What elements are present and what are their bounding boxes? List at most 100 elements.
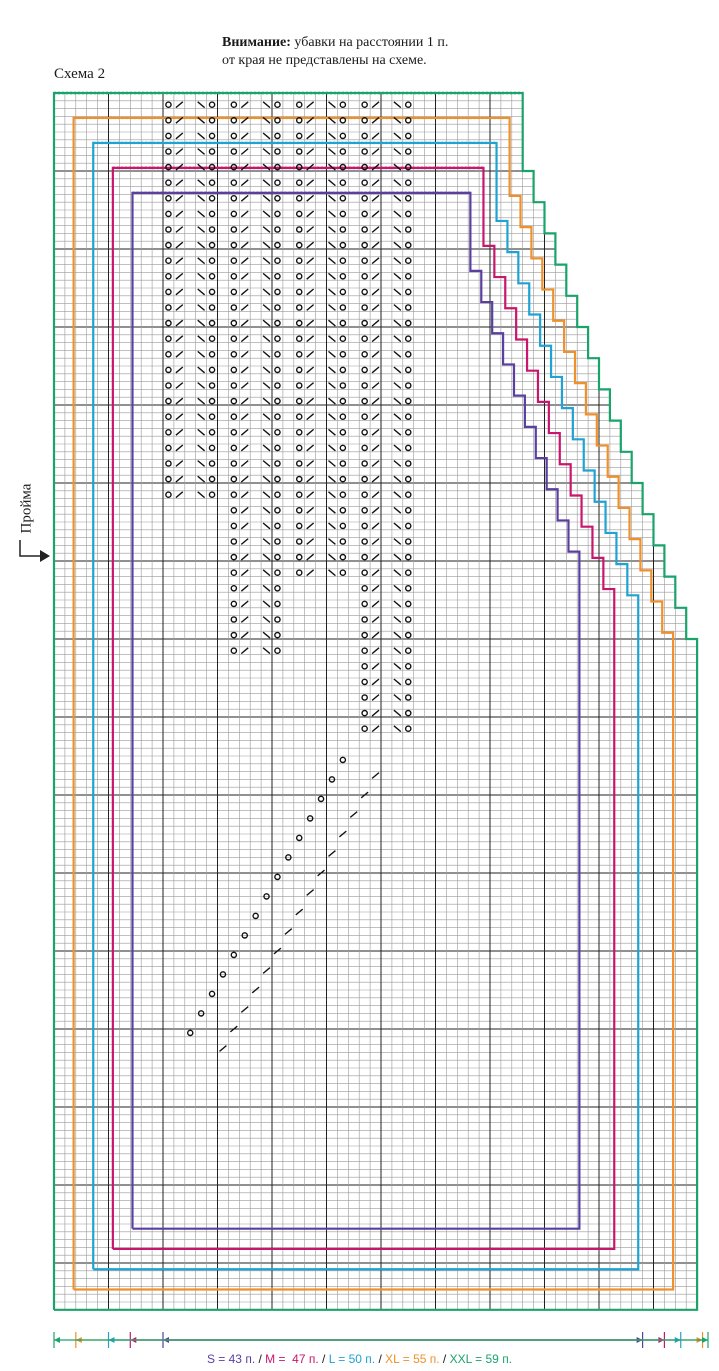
decrease-icon — [175, 179, 184, 187]
decrease-icon — [371, 288, 380, 296]
decrease-icon — [262, 522, 271, 530]
decrease-icon — [360, 791, 369, 799]
decrease-icon — [393, 116, 402, 124]
yarn-over-icon — [404, 694, 412, 701]
decrease-icon — [240, 647, 249, 655]
decrease-icon — [197, 210, 206, 218]
yarn-over-icon — [339, 522, 347, 530]
yarn-over-icon — [208, 101, 216, 108]
decrease-icon — [328, 522, 336, 530]
decrease-icon — [371, 210, 380, 218]
decrease-icon — [262, 600, 271, 608]
decrease-icon — [240, 506, 249, 514]
decrease-icon — [262, 304, 271, 311]
yarn-over-icon — [404, 163, 412, 171]
decrease-icon — [393, 179, 402, 187]
decrease-icon — [197, 428, 206, 436]
yarn-over-icon — [339, 163, 347, 171]
decrease-icon — [393, 631, 402, 639]
yarn-over-icon — [274, 179, 281, 186]
decrease-icon — [328, 210, 336, 218]
decrease-icon — [371, 335, 380, 343]
decrease-icon — [328, 382, 336, 389]
yarn-over-icon — [404, 304, 412, 311]
decrease-icon — [371, 382, 380, 389]
yarn-over-icon — [404, 709, 412, 717]
decrease-icon — [284, 928, 293, 935]
decrease-icon — [306, 304, 315, 311]
decrease-icon — [371, 257, 380, 265]
decrease-icon — [338, 830, 347, 838]
decrease-icon — [240, 413, 249, 421]
decrease-icon — [262, 210, 271, 218]
decrease-icon — [240, 475, 249, 483]
yarn-over-icon — [295, 210, 303, 218]
yarn-over-icon — [339, 350, 347, 358]
yarn-over-icon — [165, 319, 172, 327]
decrease-icon — [393, 709, 402, 717]
decrease-icon — [240, 538, 249, 545]
decrease-icon — [240, 226, 249, 233]
legend-separator: / — [439, 1352, 450, 1366]
decrease-icon — [393, 226, 402, 233]
yarn-over-icon — [274, 397, 281, 405]
yarn-over-icon — [295, 132, 303, 140]
decrease-icon — [175, 319, 184, 327]
yarn-over-icon — [404, 631, 412, 639]
decrease-icon — [328, 569, 336, 577]
yarn-over-icon — [404, 210, 412, 218]
decrease-icon — [328, 553, 336, 561]
decrease-icon — [197, 179, 206, 187]
yarn-over-icon — [339, 366, 347, 374]
yarn-over-icon — [361, 460, 368, 467]
decrease-icon — [349, 811, 358, 818]
yarn-over-icon — [339, 319, 347, 327]
decrease-icon — [371, 226, 380, 233]
yarn-over-icon — [274, 522, 281, 530]
yarn-over-icon — [404, 678, 412, 686]
decrease-icon — [393, 475, 402, 483]
yarn-over-icon — [274, 460, 281, 467]
decrease-icon — [306, 163, 315, 171]
decrease-icon — [371, 132, 380, 140]
decrease-icon — [262, 335, 271, 343]
decrease-icon — [371, 241, 380, 249]
yarn-over-icon — [208, 179, 216, 186]
yarn-over-icon — [165, 148, 172, 155]
decrease-icon — [393, 647, 402, 655]
yarn-over-icon — [361, 117, 368, 124]
decrease-icon — [240, 335, 249, 343]
decrease-icon — [197, 460, 206, 467]
decrease-icon — [197, 304, 206, 311]
decrease-icon — [175, 366, 184, 374]
decrease-icon — [393, 428, 402, 436]
decrease-icon — [175, 444, 184, 452]
decrease-icon — [371, 350, 380, 358]
yarn-over-icon — [361, 148, 368, 155]
decrease-icon — [240, 194, 249, 202]
yarn-over-icon — [339, 132, 347, 140]
decrease-icon — [273, 947, 282, 955]
decrease-icon — [175, 288, 184, 296]
yarn-over-icon — [361, 725, 368, 733]
yarn-over-icon — [361, 179, 368, 186]
decrease-icon — [371, 319, 380, 327]
yarn-over-icon — [165, 272, 172, 280]
decrease-icon — [197, 491, 206, 499]
size-outline-s — [131, 191, 581, 1230]
yarn-over-icon — [230, 585, 238, 592]
decrease-icon — [328, 538, 336, 545]
yarn-over-icon — [295, 117, 303, 124]
yarn-over-icon — [208, 194, 216, 202]
decrease-icon — [328, 288, 336, 296]
decrease-icon — [328, 226, 336, 233]
legend-size-1: M = 47 п. — [265, 1352, 319, 1366]
yarn-over-icon — [230, 257, 238, 265]
yarn-over-icon — [404, 538, 412, 545]
decrease-icon — [175, 475, 184, 483]
decrease-icon — [197, 475, 206, 483]
decrease-icon — [175, 101, 184, 109]
yarn-over-icon — [361, 585, 368, 592]
yarn-over-icon — [274, 272, 281, 280]
yarn-over-icon — [208, 382, 216, 389]
